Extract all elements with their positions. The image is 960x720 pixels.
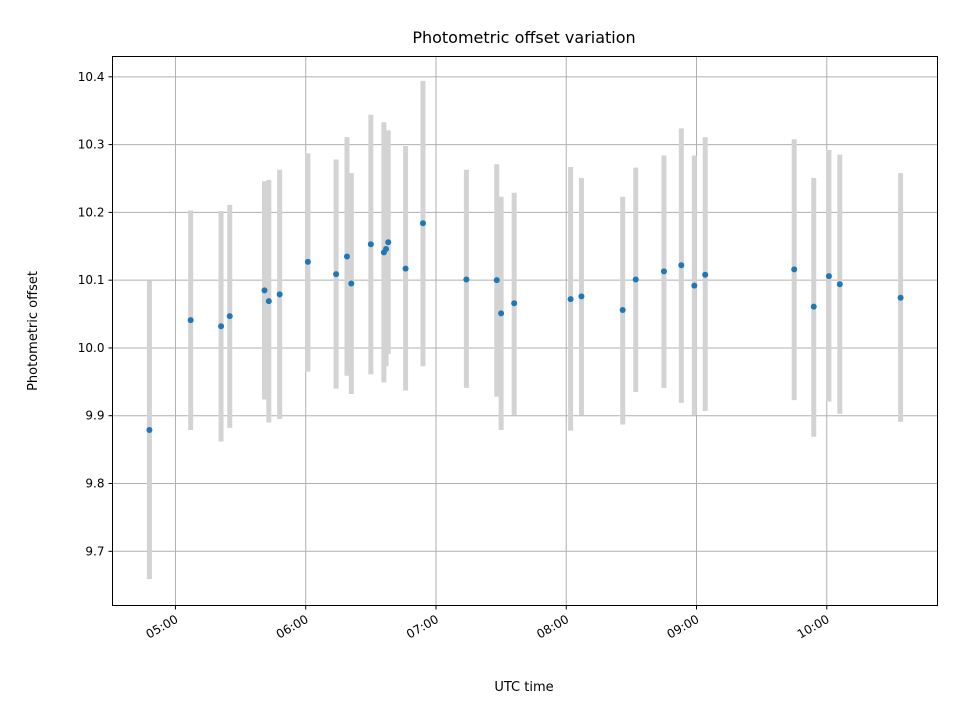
x-axis-label: UTC time: [494, 680, 553, 695]
data-point: [578, 293, 585, 300]
error-bars: [146, 80, 904, 580]
data-point: [810, 303, 817, 310]
data-point: [146, 426, 153, 433]
x-tick-label: 10:00: [795, 612, 832, 641]
data-point: [304, 258, 311, 265]
data-point: [187, 317, 194, 324]
y-tick-label: 9.8: [85, 477, 104, 491]
data-point: [702, 271, 709, 278]
data-point: [383, 245, 390, 252]
x-axis-ticks: 05:00 06:00 07:00 08:00 09:00 10:00: [144, 605, 832, 641]
y-tick-label: 9.7: [85, 544, 104, 558]
data-point: [678, 262, 685, 269]
data-point: [402, 265, 409, 272]
x-tick-label: 08:00: [534, 612, 571, 641]
data-point: [619, 306, 626, 313]
data-point: [218, 323, 225, 330]
data-point: [261, 287, 268, 294]
data-point: [691, 282, 698, 289]
data-point: [385, 239, 392, 246]
data-points: [146, 220, 904, 433]
y-tick-label: 10.0: [78, 341, 105, 355]
y-tick-label: 9.9: [85, 409, 104, 423]
data-point: [511, 300, 518, 307]
data-point: [498, 310, 505, 317]
plot-frame: [112, 56, 938, 606]
data-point: [343, 253, 350, 260]
data-point: [836, 281, 843, 288]
data-point: [567, 296, 574, 303]
data-point: [419, 220, 426, 227]
data-point: [367, 241, 374, 248]
y-axis-ticks: 9.7 9.8 9.9 10.0 10.1 10.2 10.3 10.4: [78, 70, 113, 558]
data-point: [897, 294, 904, 301]
data-point: [632, 276, 639, 283]
y-tick-label: 10.3: [78, 138, 105, 152]
x-tick-label: 07:00: [404, 612, 441, 641]
data-point: [226, 313, 233, 320]
data-point: [348, 280, 355, 287]
data-point: [493, 277, 500, 284]
x-tick-label: 05:00: [144, 612, 181, 641]
x-tick-label: 09:00: [665, 612, 702, 641]
data-point: [791, 266, 798, 273]
chart-title: Photometric offset variation: [412, 28, 635, 47]
data-point: [265, 298, 272, 305]
y-tick-label: 10.1: [78, 273, 105, 287]
data-point: [463, 276, 470, 283]
data-point: [333, 271, 340, 278]
data-point: [660, 268, 667, 275]
y-axis-label: Photometric offset: [26, 271, 41, 391]
x-tick-label: 06:00: [274, 612, 311, 641]
data-point: [276, 291, 283, 298]
y-tick-label: 10.2: [78, 205, 105, 219]
y-tick-label: 10.4: [78, 70, 105, 84]
data-point: [825, 273, 832, 280]
